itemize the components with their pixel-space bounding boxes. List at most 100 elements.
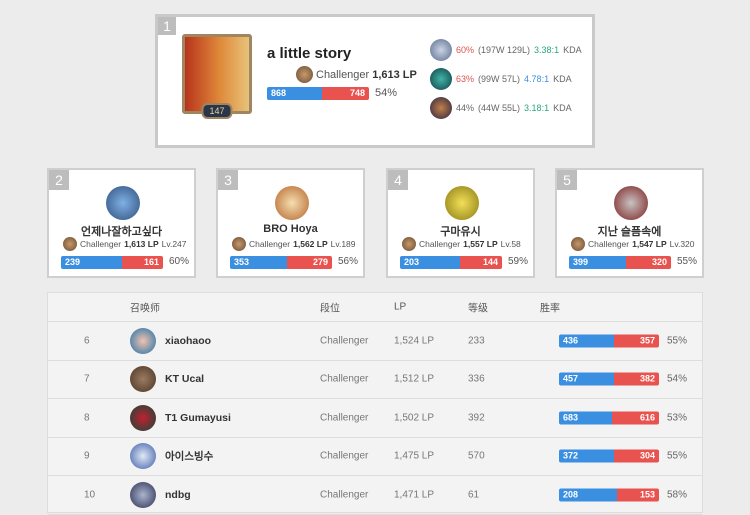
player-card[interactable]: 5 지난 슬픔속에 Challenger 1,547 LP Lv.320 399 32… [555,168,704,278]
winloss-bar: 457 382 [559,372,659,386]
tier: Challenger [80,239,122,249]
winloss-bar: 436 357 [559,334,659,348]
tier: Challenger [320,489,369,501]
top-player-card[interactable]: 1 147 a little story Challenger 1,613 LP… [155,14,595,148]
summoner-name[interactable]: 구마유시 [440,226,481,238]
tier: Challenger [320,335,369,347]
losses: 382 [613,372,659,386]
champion-kda: 3.38:1 [534,45,560,55]
table-header: 召唤师 段位 LP 等级 胜率 [48,293,702,322]
wins: 683 [559,411,612,425]
losses: 320 [625,256,671,269]
level-badge: 147 [201,103,233,119]
challenger-emblem-icon [232,237,246,251]
rank: 9 [84,450,90,462]
rank: 8 [84,412,90,424]
losses: 161 [121,256,163,269]
champion-record: (99W 57L) [478,74,521,84]
winloss-bar: 208 153 [559,488,659,502]
challenger-emblem-icon [571,237,585,251]
losses: 144 [459,256,502,269]
champion-record: (197W 129L) [478,45,531,55]
table-row[interactable]: 10 ndbg Challenger 1,471 LP 61 208 153 58… [48,476,702,515]
winrate: 54% [667,373,688,385]
challenger-emblem-icon [296,66,313,83]
wins: 208 [559,488,617,502]
winloss-bar: 868 748 [267,87,369,100]
winrate: 55% [677,256,698,267]
avatar [130,366,156,393]
avatar [130,481,156,508]
summoner-name[interactable]: BRO Hoya [263,223,318,235]
lp: 1,557 LP [463,239,498,249]
losses: 357 [614,334,659,348]
level: Lv.320 [669,239,695,249]
wins: 203 [400,256,460,269]
winrate: 55% [667,450,688,462]
winrate: 58% [667,489,688,501]
tier-line: Challenger 1,613 LP Lv.247 [63,237,187,251]
lp: 1,547 LP [632,239,667,249]
champion-stat[interactable]: 44% (44W 55L) 3.18:1 KDA [430,97,572,119]
summoner-name[interactable]: KT Ucal [165,373,205,386]
table-row[interactable]: 6 xiaohaoo Challenger 1,524 LP 233 436 35… [48,322,702,361]
level: 61 [468,489,480,501]
avatar [130,404,156,431]
wins: 372 [559,449,614,463]
summoner-name[interactable]: a little story [267,45,352,62]
challenger-emblem-icon [402,237,416,251]
losses: 304 [614,449,659,463]
tier-line: Challenger 1,547 LP Lv.320 [571,237,695,251]
tier: Challenger [320,412,369,424]
rank: 6 [84,335,90,347]
level: Lv.189 [330,239,356,249]
champion-kda: 4.78:1 [524,74,550,84]
winloss-bar: 203 144 [400,256,502,269]
winloss-bar: 353 279 [230,256,332,269]
summoner-name[interactable]: 지난 슬픔속에 [597,226,662,238]
table-row[interactable]: 7 KT Ucal Challenger 1,512 LP 336 457 382… [48,361,702,399]
champion-kda: 3.18:1 [524,103,550,113]
table-row[interactable]: 9 아이스빙수 Challenger 1,475 LP 570 372 304 5… [48,438,702,476]
losses: 616 [611,411,659,425]
tier: Challenger [320,450,369,462]
champion-winrate: 60% [456,45,475,55]
player-card[interactable]: 2 언제나잘하고싶다 Challenger 1,613 LP Lv.247 239 1… [47,168,196,278]
table-row[interactable]: 8 T1 Gumayusi Challenger 1,502 LP 392 68… [48,399,702,438]
rank-badge: 1 [158,17,176,35]
summoner-name[interactable]: 아이스빙수 [165,450,214,463]
wins: 436 [559,334,614,348]
lp: 1,502 LP [394,412,435,424]
header-level: 等级 [468,303,488,315]
tier: Challenger [419,239,461,249]
profile-avatar[interactable]: 147 [182,34,252,119]
profile-icon [106,186,140,220]
challenger-emblem-icon [63,237,77,251]
player-card[interactable]: 4 구마유시 Challenger 1,557 LP Lv.58 203 144 59… [386,168,535,278]
kda-label: KDA [563,45,582,55]
profile-icon [275,186,309,220]
header-winrate: 胜率 [540,303,560,315]
winrate: 53% [667,412,688,424]
tier: Challenger [588,239,630,249]
winrate: 56% [338,256,359,267]
champion-stat[interactable]: 60% (197W 129L) 3.38:1 KDA [430,39,582,61]
summoner-name[interactable]: ndbg [165,488,191,501]
ranking-table: 召唤师 段位 LP 等级 胜率 6 xiaohaoo Challenger 1,… [47,292,703,515]
champion-icon [430,97,452,119]
wins: 457 [559,372,614,386]
summoner-name[interactable]: 언제나잘하고싶다 [81,226,162,238]
losses: 153 [616,488,659,502]
summoner-name[interactable]: xiaohaoo [165,334,212,347]
summoner-name[interactable]: T1 Gumayusi [165,411,231,424]
lp: 1,471 LP [394,489,435,501]
lp: 1,613 LP [124,239,159,249]
tier: Challenger [249,239,291,249]
winrate: 55% [667,335,688,347]
champion-winrate: 44% [456,103,475,113]
header-tier: 段位 [320,303,340,315]
player-card[interactable]: 3 BRO Hoya Challenger 1,562 LP Lv.189 353 2… [216,168,365,278]
tier: Challenger [316,68,370,81]
champion-stat[interactable]: 63% (99W 57L) 4.78:1 KDA [430,68,572,90]
winrate: 59% [508,256,529,267]
